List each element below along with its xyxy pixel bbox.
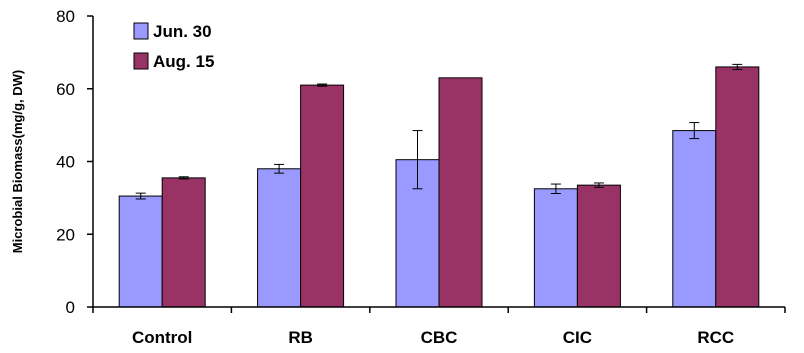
legend-label: Aug. 15 xyxy=(153,52,214,71)
bar-jun-30 xyxy=(533,188,578,308)
y-axis-label: Microbial Biomass(mg/g, DW) xyxy=(10,70,25,253)
x-ticks: Control RB CBC CIC RCC xyxy=(92,307,786,347)
bar-aug-15 xyxy=(161,177,206,308)
error-bar xyxy=(732,63,743,70)
y-tick-label: 80 xyxy=(56,7,75,26)
category-label: CIC xyxy=(563,328,592,347)
category-label: CBC xyxy=(421,328,458,347)
y-tick-label: 60 xyxy=(56,80,75,99)
bar-jun-30 xyxy=(118,195,163,308)
category-label: RCC xyxy=(697,328,734,347)
error-bar xyxy=(317,83,328,87)
legend-label: Jun. 30 xyxy=(153,22,212,41)
bar-aug-15 xyxy=(300,84,345,308)
category-label: RB xyxy=(288,328,313,347)
y-tick-label: 20 xyxy=(56,225,75,244)
bar-aug-15 xyxy=(438,77,483,308)
y-tick-label: 0 xyxy=(66,298,75,317)
y-tick-label: 40 xyxy=(56,153,75,172)
legend-swatch xyxy=(133,22,149,40)
error-bar xyxy=(274,163,285,174)
error-bar xyxy=(412,130,423,190)
legend-swatch xyxy=(133,52,149,70)
bar-aug-15 xyxy=(715,66,760,308)
category-label: Control xyxy=(132,328,192,347)
error-bar xyxy=(550,183,561,195)
legend: Jun. 30 Aug. 15 xyxy=(133,22,214,71)
bars xyxy=(118,63,760,308)
y-ticks: 0 20 40 60 80 xyxy=(56,7,93,317)
error-bar xyxy=(593,182,604,188)
bar-jun-30 xyxy=(257,168,302,308)
error-bar xyxy=(135,192,146,200)
bar-aug-15 xyxy=(576,184,621,308)
error-bar xyxy=(689,122,700,140)
error-bar xyxy=(178,176,189,180)
bar-jun-30 xyxy=(672,130,717,308)
